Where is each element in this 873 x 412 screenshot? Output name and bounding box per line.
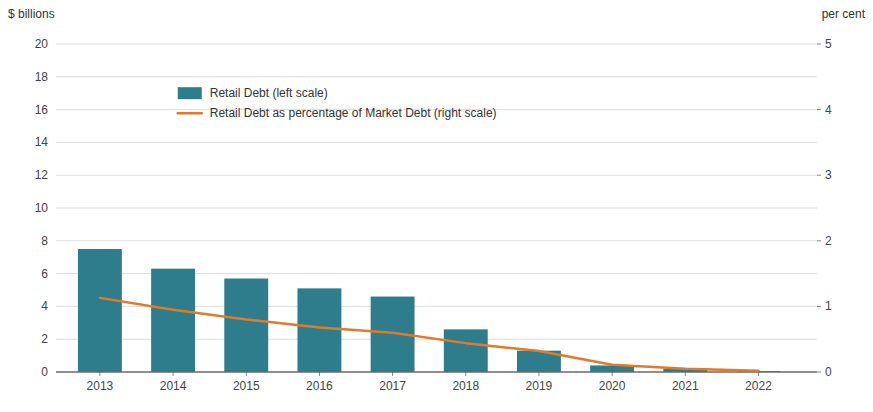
y2-tick — [817, 306, 821, 307]
y-tick-label: 18 — [35, 70, 49, 84]
marks — [78, 249, 780, 372]
x-tick-label: 2021 — [672, 379, 699, 393]
x-tick-label: 2017 — [379, 379, 406, 393]
bar — [224, 279, 268, 372]
x-tick-label: 2015 — [233, 379, 260, 393]
x-tick-label: 2016 — [306, 379, 333, 393]
x-tick-label: 2022 — [745, 379, 772, 393]
legend-swatch — [178, 87, 202, 99]
bar — [297, 288, 341, 372]
grid — [56, 44, 817, 372]
y-tick-label: 8 — [41, 234, 48, 248]
y2-tick-label: 4 — [825, 103, 832, 117]
y2-tick-label: 3 — [825, 168, 832, 182]
grid-line — [56, 175, 817, 176]
y-tick-label: 0 — [41, 365, 48, 379]
y2-tick-label: 2 — [825, 234, 832, 248]
x-tick-label: 2019 — [526, 379, 553, 393]
grid-line — [56, 76, 817, 77]
y2-tick — [817, 240, 821, 241]
y2-tick — [817, 44, 821, 45]
y2-tick — [817, 109, 821, 110]
y2-tick-label: 1 — [825, 299, 832, 313]
y2-tick — [817, 372, 821, 373]
y-axis-label: $ billions — [8, 7, 55, 21]
grid-line — [56, 44, 817, 45]
y-tick-label: 14 — [35, 135, 49, 149]
legend-swatch — [178, 112, 202, 115]
legend-label: Retail Debt (left scale) — [210, 86, 328, 100]
legend: Retail Debt (left scale) Retail Debt as p… — [178, 86, 497, 120]
y2-tick — [817, 175, 821, 176]
y-tick-label: 4 — [41, 299, 48, 313]
x-tick-label: 2014 — [160, 379, 187, 393]
bar — [78, 249, 122, 372]
y-tick-label: 12 — [35, 168, 49, 182]
y2-axis-label: per cent — [822, 7, 866, 21]
x-tick-label: 2020 — [599, 379, 626, 393]
y-tick-label: 16 — [35, 103, 49, 117]
x-tick-label: 2013 — [87, 379, 114, 393]
y2-tick-label: 0 — [825, 365, 832, 379]
bar — [444, 329, 488, 372]
grid-line — [56, 208, 817, 209]
y-tick-label: 6 — [41, 267, 48, 281]
x-tick-label: 2018 — [452, 379, 479, 393]
legend-label: Retail Debt as percentage of Market Debt… — [210, 106, 497, 120]
chart: 0246810121416182001234520132014201520162… — [0, 0, 873, 412]
y-tick-label: 20 — [35, 37, 49, 51]
y-tick-label: 2 — [41, 332, 48, 346]
grid-line — [56, 240, 817, 241]
y2-tick-label: 5 — [825, 37, 832, 51]
grid-line — [56, 142, 817, 143]
y-tick-label: 10 — [35, 201, 49, 215]
axes: 0246810121416182001234520132014201520162… — [35, 37, 832, 393]
line — [100, 298, 759, 371]
bar — [151, 269, 195, 372]
